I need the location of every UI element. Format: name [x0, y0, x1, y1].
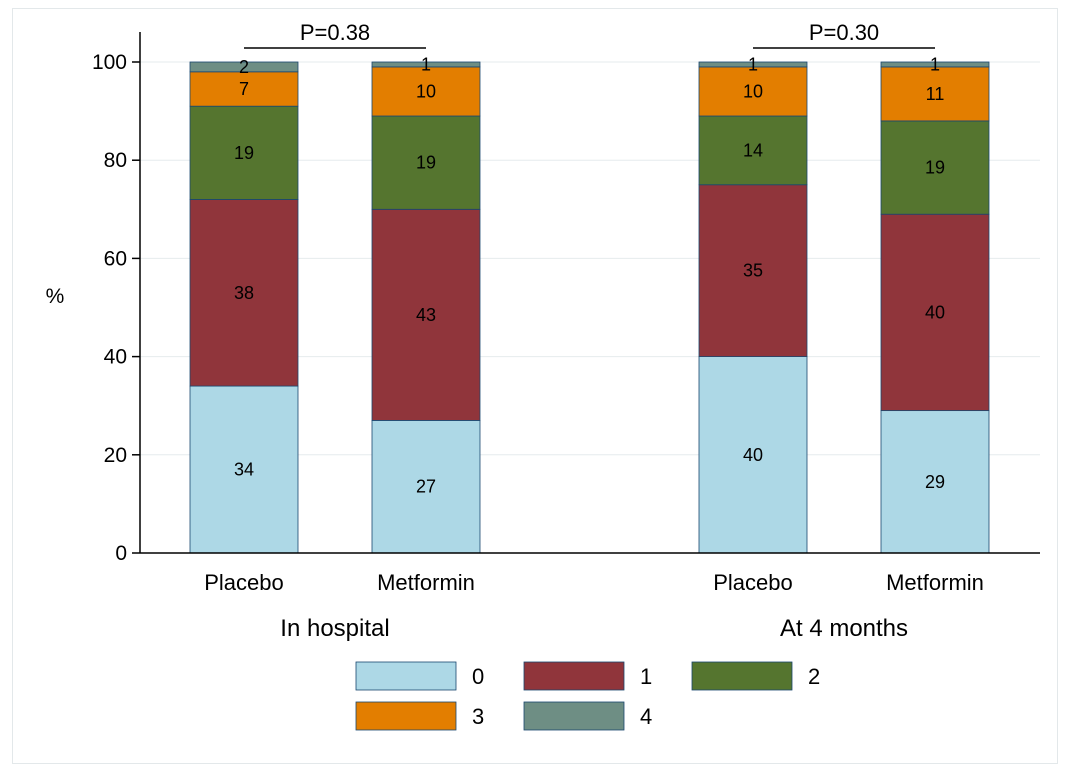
segment-value-label: 38 [234, 283, 254, 303]
bar-segment-level-3 [880, 66, 990, 122]
segment-value-label: 27 [416, 477, 436, 497]
bar-category-label: Placebo [713, 570, 793, 595]
segment-value-label: 19 [925, 158, 945, 178]
y-tick-label: 0 [115, 542, 127, 565]
pvalue-label: P=0.38 [300, 20, 370, 45]
segment-value-label: 35 [743, 261, 763, 281]
bar-segment-level-1 [698, 184, 808, 358]
bar-segment-level-2 [880, 120, 990, 215]
y-tick-label: 20 [104, 444, 127, 467]
bar-segment-level-4 [371, 61, 481, 68]
segment-value-label: 19 [416, 153, 436, 173]
pvalue-label: P=0.30 [809, 20, 879, 45]
group-label: At 4 months [780, 615, 908, 642]
segment-value-label: 7 [239, 79, 249, 99]
segment-value-label: 1 [748, 54, 758, 74]
legend-label: 4 [640, 704, 652, 729]
legend-label: 2 [808, 664, 820, 689]
segment-value-label: 19 [234, 143, 254, 163]
segment-value-label: 43 [416, 305, 436, 325]
legend-swatch-level-4 [523, 701, 625, 731]
bar-segment-level-0 [880, 410, 990, 554]
bar-segment-level-1 [880, 213, 990, 412]
bar-segment-level-3 [189, 71, 299, 107]
segment-value-label: 29 [925, 472, 945, 492]
bar-segment-level-3 [371, 66, 481, 117]
legend-label: 0 [472, 664, 484, 689]
bar-segment-level-4 [189, 61, 299, 73]
bar-segment-level-0 [189, 385, 299, 554]
legend-swatch-level-1 [523, 661, 625, 691]
segment-value-label: 34 [234, 460, 254, 480]
segment-value-label: 40 [925, 302, 945, 322]
legend-label: 1 [640, 664, 652, 689]
y-tick-label: 80 [104, 149, 127, 172]
segment-value-label: 1 [930, 54, 940, 74]
bar-segment-level-2 [698, 115, 808, 186]
legend-swatch-level-3 [355, 701, 457, 731]
bar-category-label: Placebo [204, 570, 284, 595]
y-tick-label: 60 [104, 247, 127, 270]
segment-value-label: 10 [743, 81, 763, 101]
y-tick-label: 40 [104, 346, 127, 369]
bar-category-label: Metformin [886, 570, 984, 595]
bar-category-label: Metformin [377, 570, 475, 595]
bar-segment-level-3 [698, 66, 808, 117]
segment-value-label: 40 [743, 445, 763, 465]
legend-swatch-level-2 [691, 661, 793, 691]
segment-value-label: 10 [416, 81, 436, 101]
segment-value-label: 11 [926, 84, 945, 104]
segment-value-label: 14 [743, 140, 763, 160]
bar-segment-level-4 [880, 61, 990, 68]
bar-segment-level-4 [698, 61, 808, 68]
bar-segment-level-2 [371, 115, 481, 210]
bar-segment-level-0 [371, 420, 481, 554]
legend-label: 3 [472, 704, 484, 729]
segment-value-label: 2 [239, 57, 249, 77]
legend-swatch-level-0 [355, 661, 457, 691]
bar-segment-level-0 [698, 356, 808, 554]
group-label: In hospital [280, 615, 389, 642]
bar-segment-level-1 [371, 208, 481, 421]
y-axis-label: % [46, 285, 65, 308]
y-tick-label: 100 [92, 51, 127, 74]
segment-value-label: 1 [421, 54, 431, 74]
